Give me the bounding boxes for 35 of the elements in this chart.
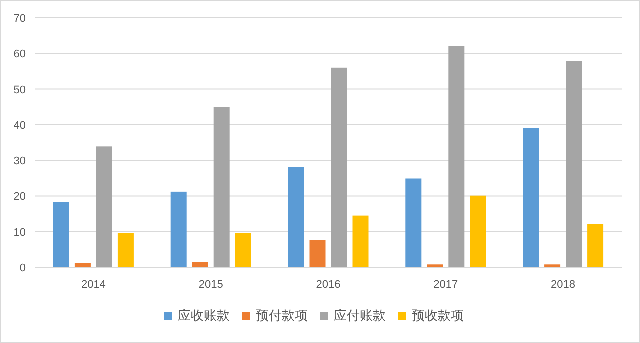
bar — [406, 178, 422, 268]
bar — [288, 167, 304, 268]
bar — [118, 233, 134, 268]
bar — [53, 202, 70, 268]
y-tick-label: 10 — [14, 226, 26, 239]
bar — [74, 263, 91, 268]
legend-label: 预付款项 — [256, 308, 308, 323]
x-tick-label: 2018 — [551, 279, 576, 291]
x-tick-label: 2016 — [316, 279, 341, 291]
y-tick-label: 0 — [20, 262, 26, 274]
bar — [310, 240, 326, 268]
bar — [566, 61, 582, 268]
bar — [588, 224, 604, 268]
bar — [192, 262, 208, 268]
x-tick-label: 2017 — [434, 279, 458, 291]
bar — [214, 107, 230, 268]
y-tick-label: 40 — [14, 120, 26, 132]
y-tick-label: 60 — [14, 48, 26, 61]
legend-label: 预收款项 — [412, 308, 464, 323]
bar — [96, 146, 112, 268]
bar — [470, 196, 486, 268]
bar — [170, 192, 187, 268]
y-tick-label: 70 — [14, 13, 26, 25]
y-tick-label: 20 — [14, 191, 26, 204]
y-tick-label: 30 — [14, 156, 26, 168]
y-tick-label: 50 — [14, 84, 26, 96]
bar — [331, 68, 348, 268]
bar — [352, 216, 369, 268]
bar — [448, 46, 465, 268]
bar — [235, 233, 252, 268]
x-tick-label: 2014 — [81, 279, 106, 291]
legend-label: 应收账款 — [178, 308, 230, 323]
legend-label: 应付账款 — [334, 308, 386, 323]
x-tick-label: 2015 — [198, 279, 224, 291]
bar — [523, 128, 540, 268]
